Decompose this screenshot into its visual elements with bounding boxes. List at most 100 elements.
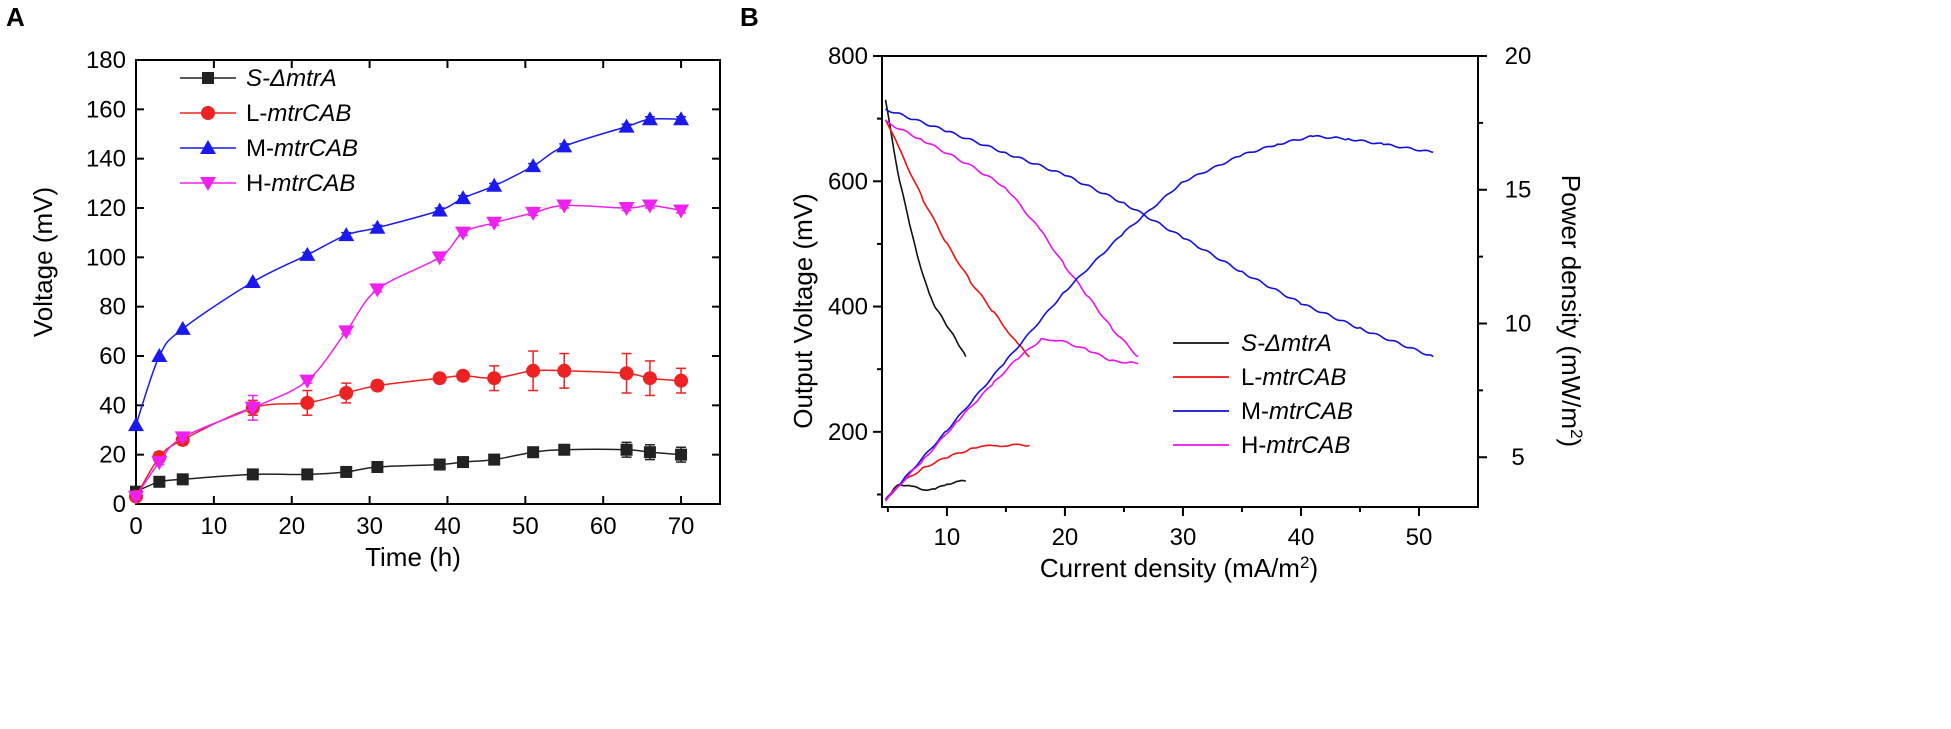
panel-a-data-point	[526, 363, 541, 378]
panel-a-series-line	[135, 448, 682, 493]
panel-b-y2tick-label: 15	[1505, 177, 1532, 204]
panel-a-data-point	[486, 216, 503, 231]
panel-a-data-point	[673, 204, 690, 219]
panel-a-xlabel: Time (h)	[365, 542, 461, 572]
panel-b-voltage-curve	[884, 99, 967, 358]
panel-a-data-point	[128, 490, 144, 505]
panel-a-data-point	[151, 456, 168, 471]
panel-b-xtick-label: 20	[1052, 524, 1079, 551]
panel-a-data-point	[642, 371, 657, 386]
panel-a: A 0 10 20 30 40 50 60 70 0 20 40 60 80 100 120 140 160 18…	[6, 2, 721, 572]
panel-a-ytick-label: 0	[113, 491, 126, 518]
panel-a-data-point	[431, 251, 448, 266]
panel-a-legend-label: M-mtrCAB	[246, 135, 358, 162]
panel-a-series-line	[135, 204, 682, 498]
panel-a-series-2	[128, 111, 690, 432]
panel-a-legend-label: H-mtrCAB	[246, 170, 355, 197]
panel-a-ytick-label: 100	[86, 244, 126, 271]
panel-a-legend: S-ΔmtrA L-mtrCAB M-mtrCAB H-mtrCAB	[180, 65, 358, 197]
panel-b-ytick-label: 400	[828, 294, 868, 321]
panel-b-y2tick-label: 5	[1511, 444, 1524, 471]
panel-a-data-point	[301, 468, 314, 481]
panel-a-data-point	[455, 190, 472, 205]
panel-a-plot-frame	[135, 59, 721, 505]
panel-a-ylabel: Voltage (mV)	[28, 187, 58, 337]
panel-a-xtick-label: 70	[668, 513, 695, 540]
panel-a-data-point	[455, 226, 472, 241]
panel-a-data-point	[619, 366, 634, 381]
panel-a-data-point	[340, 465, 353, 478]
panel-b-y2label: Power density (mW/m2)	[1556, 175, 1587, 447]
panel-b-legend-label: H-mtrCAB	[1241, 432, 1350, 459]
panel-a-data-point	[433, 458, 446, 471]
panel-a-data-point	[338, 325, 355, 340]
panel-a-data-point	[370, 378, 385, 393]
panel-a-data-point	[643, 446, 656, 459]
panel-b-voltage-curve	[884, 119, 1030, 358]
panel-a-data-point	[675, 448, 688, 461]
panel-a-data-point	[556, 138, 573, 153]
panel-a-data-point	[153, 475, 166, 488]
panel-b-ylabel: Output Voltage (mV)	[788, 193, 818, 429]
panel-a-data-point	[487, 371, 502, 386]
panel-a-data-point	[339, 386, 354, 400]
panel-a-data-point	[244, 274, 261, 288]
panel-a-data-point	[673, 111, 690, 126]
panel-a-ytick-label: 40	[99, 392, 126, 419]
panel-a-data-point	[525, 158, 542, 173]
panel-a-data-point	[641, 111, 658, 126]
panel-b-ytick-label: 600	[828, 168, 868, 195]
panel-a-data-point	[151, 348, 168, 362]
panel-a-xtick-label: 60	[590, 513, 617, 540]
panel-b-label: B	[740, 2, 759, 32]
panel-a-data-point	[486, 177, 503, 192]
panel-a-data-point	[369, 283, 386, 298]
panel-a-data-point	[557, 363, 572, 378]
panel-a-series-0	[130, 441, 688, 498]
panel-a-ytick-label: 20	[99, 442, 126, 469]
panel-a-data-point	[174, 320, 191, 335]
panel-a-ytick-label: 60	[99, 343, 126, 370]
panel-a-data-point	[527, 446, 540, 459]
panel-b-voltage-curve	[885, 120, 1139, 358]
panel-a-data-point	[556, 199, 573, 214]
panel-a-data-point	[338, 227, 355, 242]
panel-b-y2tick-label: 20	[1505, 43, 1532, 70]
panel-b-power-curve	[884, 337, 1139, 502]
panel-b-xtick-label: 40	[1288, 524, 1315, 551]
panel-b: B 10 20 30 40 50 200 400 600 800 5 10 15 20 Output V…	[740, 2, 1587, 583]
panel-a-ytick-label: 160	[86, 96, 126, 123]
panel-a-xtick-label: 40	[434, 513, 461, 540]
panel-a-data-point	[300, 395, 315, 410]
panel-a-data-point	[128, 417, 144, 432]
panel-b-ytick-label: 800	[828, 43, 868, 70]
panel-a-data-point	[558, 443, 571, 456]
panel-b-legend-label: L-mtrCAB	[1241, 364, 1346, 391]
panel-a-legend-marker	[200, 140, 216, 154]
panel-b-ytick-label: 200	[828, 419, 868, 446]
panel-a-ytick-label: 140	[86, 146, 126, 173]
panel-a-data-point	[525, 206, 542, 221]
panel-a-xtick-label: 30	[356, 513, 383, 540]
panel-a-ytick-label: 80	[99, 294, 126, 321]
panel-a-data-point	[488, 453, 501, 466]
panel-b-xtick-label: 10	[934, 524, 961, 551]
panel-a-data-point	[299, 246, 316, 261]
panel-b-xtick-label: 30	[1170, 524, 1197, 551]
panel-b-plot-frame	[881, 55, 1479, 508]
panel-b-power-curve	[884, 134, 1434, 500]
panel-a-data-point	[618, 202, 635, 216]
panel-a-data-point	[456, 368, 471, 383]
panel-a-xtick-label: 10	[201, 513, 228, 540]
panel-a-data-point	[431, 202, 448, 217]
panel-a-data-point	[432, 371, 447, 386]
panel-a-data-point	[674, 373, 689, 388]
panel-a-series-3	[128, 199, 690, 505]
panel-a-legend-label: L-mtrCAB	[246, 100, 351, 127]
panel-a-legend-marker	[201, 106, 215, 120]
panel-a-xtick-label: 50	[512, 513, 539, 540]
panel-a-data-point	[299, 374, 316, 389]
panel-b-xtick-label: 50	[1406, 524, 1433, 551]
panel-a-data-point	[244, 401, 261, 416]
